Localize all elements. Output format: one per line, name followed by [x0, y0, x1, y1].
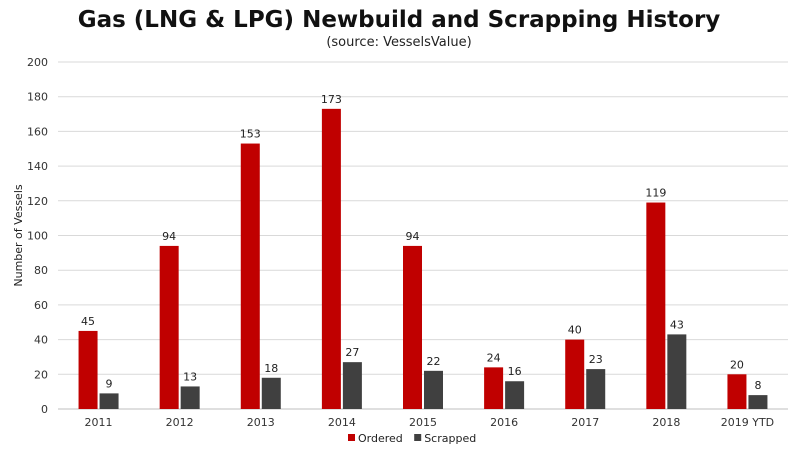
y-tick-label: 200: [27, 56, 48, 69]
legend-swatch-ordered: [348, 434, 355, 441]
data-label: 13: [183, 370, 197, 383]
data-label: 119: [645, 187, 666, 200]
y-tick-label: 160: [27, 125, 48, 138]
data-label: 23: [589, 353, 603, 366]
axes: 0 20 40 60 80 100 120 140 160 180 200 Number of Ves…: [12, 56, 788, 429]
bar-scrapped-2015: [424, 370, 443, 409]
legend: Ordered Scrapped: [348, 432, 476, 445]
bar-ordered-2018: [646, 202, 666, 409]
bar-scrapped-2012: [180, 386, 200, 409]
y-tick-label: 0: [41, 403, 48, 416]
y-tick-label: 180: [27, 91, 48, 104]
y-tick-label: 100: [27, 230, 48, 243]
bar-ordered-2014: [321, 108, 341, 409]
bar-scrapped-2019-ytd: [748, 395, 768, 409]
x-tick-label: 2012: [166, 416, 194, 429]
data-label: 22: [427, 355, 441, 368]
bar-scrapped-2017: [586, 369, 606, 409]
bar-scrapped-2016: [505, 381, 525, 409]
bar-ordered-2019-ytd: [727, 374, 747, 409]
data-label: 20: [730, 358, 744, 371]
y-tick-label: 60: [34, 299, 48, 312]
data-label: 94: [162, 230, 176, 243]
data-label: 43: [670, 318, 684, 331]
bar-scrapped-2014: [342, 362, 362, 409]
legend-swatch-scrapped: [414, 434, 422, 441]
data-label: 153: [240, 128, 261, 141]
bar-scrapped-2018: [667, 334, 687, 409]
data-label: 40: [568, 324, 582, 337]
chart-title: Gas (LNG & LPG) Newbuild and Scrapping H…: [77, 7, 721, 33]
y-tick-label: 20: [34, 368, 48, 381]
x-tick-label: 2018: [652, 416, 680, 429]
data-label: 18: [264, 362, 278, 375]
bar-ordered-2012: [159, 245, 179, 409]
y-tick-label: 80: [34, 264, 48, 277]
bar-scrapped-2011: [99, 393, 119, 409]
chart-subtitle: (source: VesselsValue): [326, 35, 472, 50]
data-label: 24: [487, 351, 501, 364]
legend-label-ordered: Ordered: [358, 432, 403, 445]
x-tick-label: 2013: [247, 416, 275, 429]
bar-ordered-2017: [565, 339, 585, 409]
y-tick-label: 140: [27, 160, 48, 173]
data-label: 16: [508, 365, 522, 378]
x-tick-label: 2015: [409, 416, 437, 429]
bar-ordered-2015: [403, 245, 422, 409]
x-tick-label: 2019 YTD: [721, 416, 774, 429]
data-label: 8: [754, 379, 761, 392]
x-tick-label: 2016: [490, 416, 518, 429]
y-tick-label: 120: [27, 195, 48, 208]
x-tick-label: 2014: [328, 416, 356, 429]
data-label: 45: [81, 315, 95, 328]
gridlines: [58, 61, 788, 375]
bars: [78, 108, 768, 410]
bar-ordered-2011: [78, 330, 98, 409]
bar-ordered-2013: [240, 143, 260, 410]
y-tick-label: 40: [34, 334, 48, 347]
data-label: 173: [321, 93, 342, 106]
data-labels: 45 9 94 13 153 18 173 27 94 22 24 16 40 23 119 43 20 8: [81, 93, 761, 392]
legend-label-scrapped: Scrapped: [424, 432, 476, 445]
data-label: 9: [106, 377, 113, 390]
bar-ordered-2016: [484, 367, 504, 409]
bar-scrapped-2013: [261, 377, 281, 409]
y-axis-title: Number of Vessels: [12, 184, 25, 287]
x-tick-label: 2017: [571, 416, 599, 429]
x-tick-label: 2011: [85, 416, 113, 429]
data-label: 27: [345, 346, 359, 359]
data-label: 94: [406, 230, 420, 243]
